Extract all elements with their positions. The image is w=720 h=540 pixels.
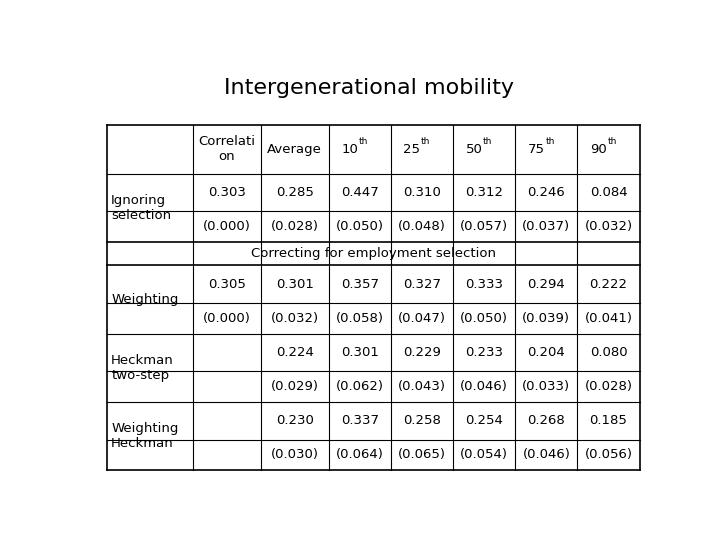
- Text: Correlati
on: Correlati on: [198, 136, 255, 164]
- Text: 0.357: 0.357: [341, 278, 379, 291]
- Text: (0.033): (0.033): [522, 380, 570, 393]
- Text: 0.230: 0.230: [276, 414, 314, 427]
- Text: (0.047): (0.047): [398, 312, 446, 325]
- Text: (0.050): (0.050): [460, 312, 508, 325]
- Text: (0.054): (0.054): [460, 448, 508, 461]
- Text: Weighting
Heckman: Weighting Heckman: [111, 422, 179, 450]
- Text: (0.041): (0.041): [585, 312, 633, 325]
- Text: 0.204: 0.204: [528, 346, 565, 359]
- Text: (0.046): (0.046): [460, 380, 508, 393]
- Text: (0.000): (0.000): [203, 312, 251, 325]
- Text: 0.084: 0.084: [590, 186, 627, 199]
- Text: 0.080: 0.080: [590, 346, 627, 359]
- Text: 0.185: 0.185: [590, 414, 628, 427]
- Text: 0.294: 0.294: [528, 278, 565, 291]
- Text: 0.258: 0.258: [403, 414, 441, 427]
- Text: Correcting for employment selection: Correcting for employment selection: [251, 247, 495, 260]
- Text: 90: 90: [590, 143, 607, 156]
- Text: 25: 25: [403, 143, 420, 156]
- Text: th: th: [545, 137, 554, 146]
- Text: (0.028): (0.028): [585, 380, 633, 393]
- Text: Heckman
two-step: Heckman two-step: [111, 354, 174, 382]
- Text: (0.057): (0.057): [460, 220, 508, 233]
- Text: 0.229: 0.229: [403, 346, 441, 359]
- Text: 0.285: 0.285: [276, 186, 314, 199]
- Text: 75: 75: [528, 143, 545, 156]
- Text: (0.032): (0.032): [585, 220, 633, 233]
- Text: Intergenerational mobility: Intergenerational mobility: [224, 78, 514, 98]
- Text: 0.305: 0.305: [207, 278, 246, 291]
- Text: Ignoring
selection: Ignoring selection: [111, 194, 171, 222]
- Text: 0.447: 0.447: [341, 186, 379, 199]
- Text: 50: 50: [466, 143, 482, 156]
- Text: th: th: [359, 137, 368, 146]
- Text: 0.333: 0.333: [465, 278, 503, 291]
- Text: 0.303: 0.303: [207, 186, 246, 199]
- Text: (0.065): (0.065): [398, 448, 446, 461]
- Text: th: th: [421, 137, 431, 146]
- Text: th: th: [608, 137, 617, 146]
- Text: 0.310: 0.310: [403, 186, 441, 199]
- Text: (0.058): (0.058): [336, 312, 384, 325]
- Text: th: th: [483, 137, 492, 146]
- Text: (0.048): (0.048): [398, 220, 446, 233]
- Text: Weighting: Weighting: [111, 293, 179, 306]
- Text: 0.233: 0.233: [465, 346, 503, 359]
- Text: (0.029): (0.029): [271, 380, 319, 393]
- Text: (0.062): (0.062): [336, 380, 384, 393]
- Text: (0.037): (0.037): [522, 220, 570, 233]
- Text: 0.254: 0.254: [465, 414, 503, 427]
- Text: (0.028): (0.028): [271, 220, 319, 233]
- Text: 0.222: 0.222: [590, 278, 628, 291]
- Text: (0.039): (0.039): [523, 312, 570, 325]
- Text: 0.337: 0.337: [341, 414, 379, 427]
- Text: (0.043): (0.043): [398, 380, 446, 393]
- Text: 0.312: 0.312: [465, 186, 503, 199]
- Text: (0.064): (0.064): [336, 448, 384, 461]
- Text: (0.050): (0.050): [336, 220, 384, 233]
- Text: 0.246: 0.246: [528, 186, 565, 199]
- Text: 0.268: 0.268: [528, 414, 565, 427]
- Text: 0.327: 0.327: [403, 278, 441, 291]
- Text: 0.224: 0.224: [276, 346, 314, 359]
- Text: (0.030): (0.030): [271, 448, 319, 461]
- Text: (0.056): (0.056): [585, 448, 633, 461]
- Text: 10: 10: [341, 143, 358, 156]
- Text: (0.032): (0.032): [271, 312, 319, 325]
- Text: (0.000): (0.000): [203, 220, 251, 233]
- Text: 0.301: 0.301: [341, 346, 379, 359]
- Text: 0.301: 0.301: [276, 278, 314, 291]
- Text: (0.046): (0.046): [523, 448, 570, 461]
- Text: Average: Average: [267, 143, 322, 156]
